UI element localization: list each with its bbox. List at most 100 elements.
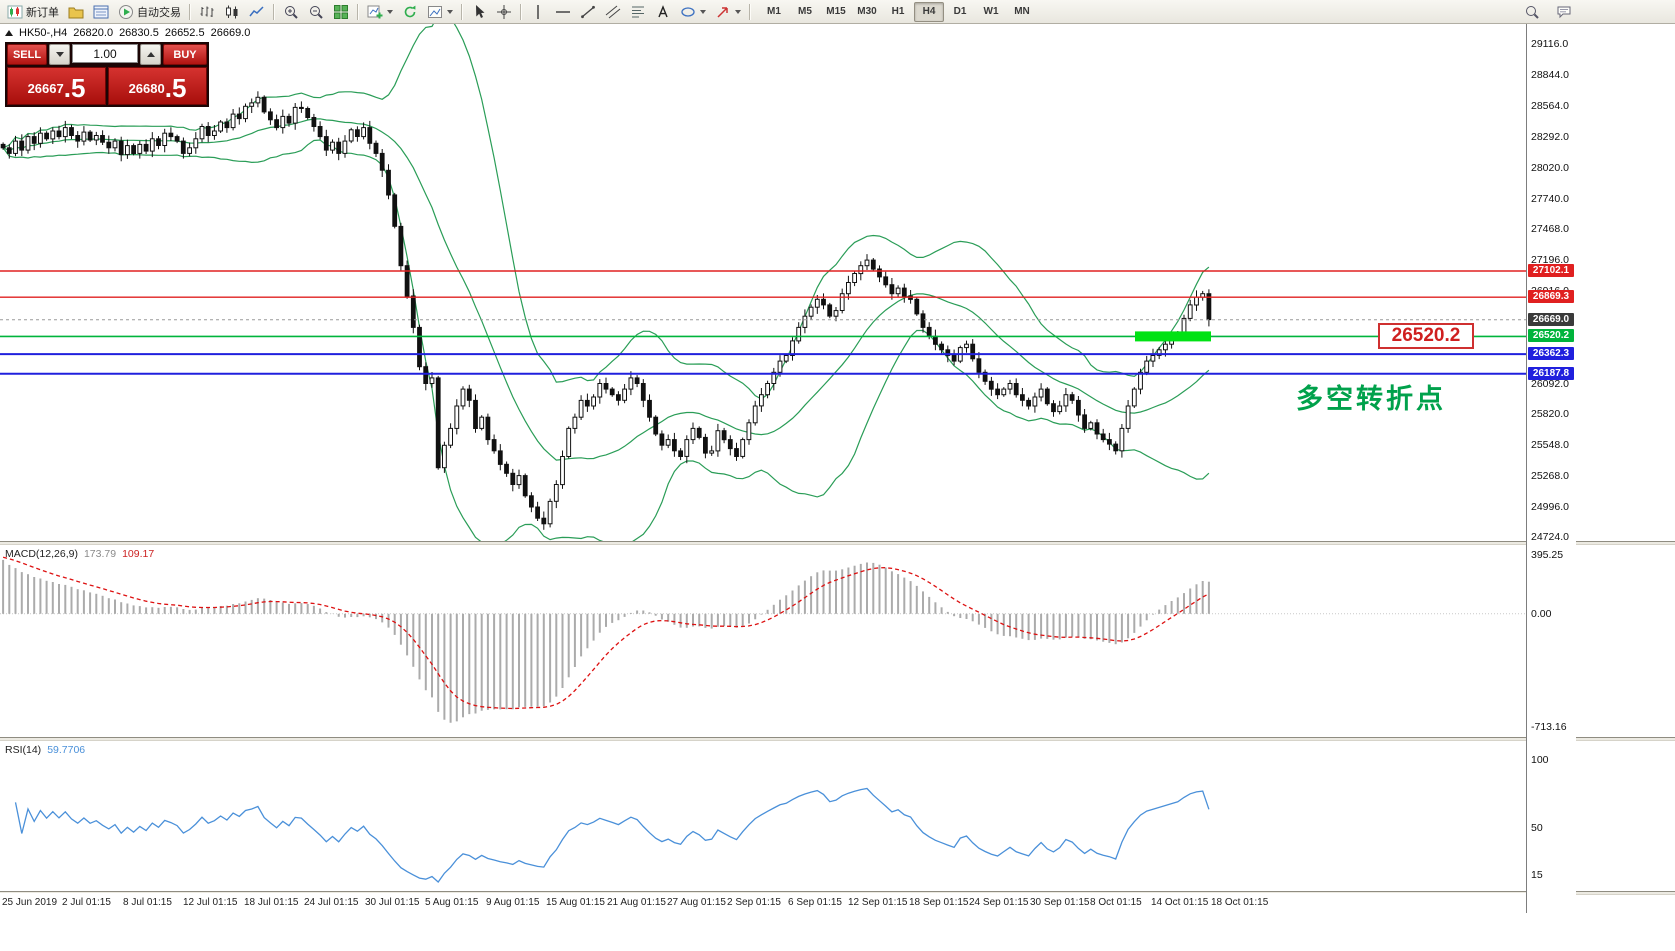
chevron-down-icon: [55, 52, 64, 57]
trendline-button[interactable]: [576, 1, 600, 23]
time-axis-label: 5 Aug 01:15: [425, 897, 479, 908]
new-chart-button[interactable]: [363, 1, 397, 23]
time-axis-label: 24 Jul 01:15: [304, 897, 359, 908]
timeframe-mn[interactable]: MN: [1014, 6, 1030, 17]
horizontal-line-button[interactable]: [551, 1, 575, 23]
timeframe-m30[interactable]: M30: [857, 6, 877, 17]
price-level-label[interactable]: 26520.2: [1378, 323, 1474, 350]
data-window-button[interactable]: [89, 1, 113, 23]
low-value: 26652.5: [164, 27, 205, 39]
collapse-trade-panel-arrow[interactable]: [5, 30, 13, 36]
buy-price-display[interactable]: 26680.5: [108, 67, 207, 105]
volume-increase-button[interactable]: [140, 44, 161, 65]
chart-info: HK50-,H4 26820.0 26830.5 26652.5 26669.0: [5, 27, 250, 39]
price-tick-label: 28020.0: [1531, 161, 1569, 174]
rsi-canvas[interactable]: [0, 741, 1526, 891]
search-icon: [1524, 4, 1540, 20]
macd-axis-label: 0.00: [1531, 607, 1552, 620]
data-window-icon: [93, 4, 109, 20]
text-button[interactable]: [651, 1, 675, 23]
profiles-icon: [68, 4, 84, 20]
sell-price-base: 26667: [27, 80, 64, 96]
autotrading-icon: [118, 4, 134, 20]
cursor-button[interactable]: [467, 1, 491, 23]
new-order-button[interactable]: 新订单: [3, 1, 63, 23]
candles-button[interactable]: [220, 1, 244, 23]
volume-decrease-button[interactable]: [49, 44, 70, 65]
rsi-name: RSI(14): [5, 744, 42, 756]
macd-canvas[interactable]: [0, 545, 1526, 737]
main-chart-canvas[interactable]: [0, 24, 1526, 541]
price-line-badge: 26520.2: [1528, 329, 1574, 343]
timeframe-m5[interactable]: M5: [798, 6, 812, 17]
new-order-icon: [7, 4, 23, 20]
rsi-axis-label: 50: [1531, 821, 1543, 834]
chat-icon: [1556, 4, 1572, 20]
price-tick-label: 27740.0: [1531, 192, 1569, 205]
chevron-down-icon: [700, 9, 706, 14]
fibonacci-button[interactable]: [626, 1, 650, 23]
rsi-indicator-label: RSI(14) 59.7706: [5, 744, 85, 756]
autotrading-button[interactable]: 自动交易: [114, 1, 185, 23]
price-line-badge: 26362.3: [1528, 347, 1574, 361]
chevron-up-icon: [146, 52, 155, 57]
timeframe-h4[interactable]: H4: [914, 1, 944, 22]
toolbar-separator: [461, 3, 463, 20]
timeframe-h1[interactable]: H1: [891, 6, 905, 17]
timeframe-m15[interactable]: M15: [826, 6, 846, 17]
line-chart-button[interactable]: [245, 1, 269, 23]
arrows-button[interactable]: [711, 1, 745, 23]
toolbar-right-group: [1520, 1, 1576, 23]
bars-button[interactable]: [195, 1, 219, 23]
price-tick-label: 25268.0: [1531, 470, 1569, 483]
chart-annotation-text[interactable]: 多空转折点: [1296, 384, 1446, 414]
timeframe-m1[interactable]: M1: [767, 6, 781, 17]
timeframe-w1[interactable]: W1: [983, 6, 999, 17]
price-tick-label: 25548.0: [1531, 438, 1569, 451]
trendline-icon: [580, 4, 596, 20]
time-axis-label: 24 Sep 01:15: [969, 897, 1029, 908]
refresh-button[interactable]: [398, 1, 422, 23]
zoom-in-button[interactable]: [279, 1, 303, 23]
time-axis-label: 12 Jul 01:15: [183, 897, 238, 908]
time-axis[interactable]: 25 Jun 2019 2 Jul 01:15 8 Jul 01:15 12 Jul …: [0, 893, 1526, 913]
timeframe-d1[interactable]: D1: [953, 6, 967, 17]
vertical-line-button[interactable]: [526, 1, 550, 23]
time-axis-label: 9 Aug 01:15: [486, 897, 540, 908]
tile-windows-button[interactable]: [329, 1, 353, 23]
crosshair-button[interactable]: [492, 1, 516, 23]
time-axis-label: 15 Aug 01:15: [546, 897, 605, 908]
symbol-period-label: HK50-,H4: [19, 27, 68, 39]
time-axis-label: 8 Jul 01:15: [123, 897, 172, 908]
profiles-button[interactable]: [64, 1, 88, 23]
price-axis[interactable]: 29116.0 28844.0 28564.0 28292.0 28020.0 27740…: [1526, 24, 1576, 913]
fibonacci-icon: [630, 4, 646, 20]
one-click-trading-panel: SELL BUY 26667.5 26680.5: [5, 42, 209, 107]
template-button[interactable]: [423, 1, 457, 23]
price-tick-label: 28564.0: [1531, 100, 1569, 113]
toolbar-left-group: 新订单 自动交易: [3, 1, 754, 23]
time-axis-label: 18 Oct 01:15: [1211, 897, 1269, 908]
search-button[interactable]: [1520, 1, 1544, 23]
line-chart-icon: [249, 4, 265, 20]
macd-signal-value: 109.17: [122, 548, 155, 560]
buy-button[interactable]: BUY: [163, 44, 207, 65]
channel-button[interactable]: [601, 1, 625, 23]
autotrading-label: 自动交易: [137, 6, 181, 19]
bars-icon: [199, 4, 215, 20]
shapes-button[interactable]: [676, 1, 710, 23]
price-tick-label: 24996.0: [1531, 500, 1569, 513]
chevron-down-icon: [387, 9, 393, 14]
sell-price-display[interactable]: 26667.5: [7, 67, 106, 105]
price-line-badge: 26187.8: [1528, 366, 1574, 380]
volume-input[interactable]: [72, 44, 138, 63]
time-axis-label: 12 Sep 01:15: [848, 897, 908, 908]
price-line-badge: 27102.1: [1528, 264, 1574, 278]
price-tick-label: 27196.0: [1531, 254, 1569, 266]
pane-splitter-macd-rsi[interactable]: [0, 737, 1675, 741]
sell-button[interactable]: SELL: [7, 44, 47, 65]
pane-splitter-main-macd[interactable]: [0, 541, 1675, 545]
time-axis-label: 18 Sep 01:15: [909, 897, 969, 908]
chat-button[interactable]: [1552, 1, 1576, 23]
zoom-out-button[interactable]: [304, 1, 328, 23]
